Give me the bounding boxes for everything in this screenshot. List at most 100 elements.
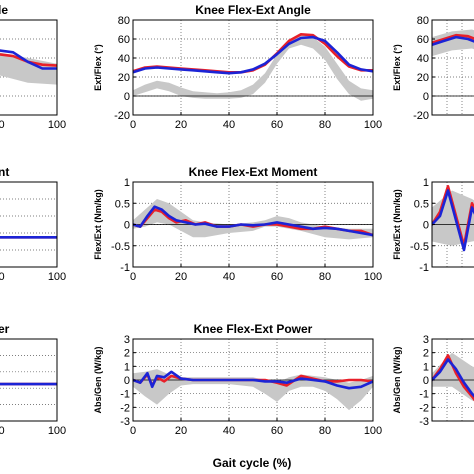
chart-title: Knee Flex-Ext Moment xyxy=(189,165,318,179)
x-tick-label: 80 xyxy=(319,425,331,437)
grid xyxy=(0,182,58,267)
chart-title: le xyxy=(0,3,8,17)
y-tick-label: -20 xyxy=(114,110,130,122)
x-tick-label: 80 xyxy=(319,271,331,283)
x-tick-label: 60 xyxy=(271,119,283,131)
plot-area xyxy=(133,369,373,411)
series-line-blue xyxy=(133,370,373,390)
panel-knee-moment: 0 20 40 60 80 100 -1 -0.5 0 0.5 1 Flex/Ext (Nm/kg) K… xyxy=(93,165,382,283)
grid xyxy=(0,339,58,421)
x-tick-label: 20 xyxy=(175,271,187,283)
x-tick-label: 100 xyxy=(364,271,382,283)
y-tick-label: 60 xyxy=(417,34,429,46)
y-tick-label: -0.5 xyxy=(410,241,429,253)
panel-left-top: 80 100 le xyxy=(0,3,66,131)
plot-area xyxy=(0,49,57,85)
y-tick-label: -3 xyxy=(120,416,130,428)
y-tick-label: 0 xyxy=(124,375,130,387)
panel-left-mid: 80 100 nt xyxy=(0,165,66,283)
panel-right-top: -20 0 20 40 60 80 Ext/Flex (°) xyxy=(392,15,474,122)
y-tick-label: 20 xyxy=(118,72,130,84)
x-tick-label: 100 xyxy=(364,119,382,131)
x-tick-label: 80 xyxy=(319,119,331,131)
plot-area xyxy=(133,199,373,240)
y-tick-label: 3 xyxy=(124,334,130,346)
normative-band xyxy=(0,52,57,85)
y-tick-label: 0 xyxy=(423,375,429,387)
chart-title: Knee Flex-Ext Angle xyxy=(195,3,311,17)
y-tick-label: 2 xyxy=(124,348,130,360)
y-tick-label: 0.5 xyxy=(115,198,130,210)
x-tick-label: 40 xyxy=(223,119,235,131)
x-tick-label: 0 xyxy=(130,425,136,437)
y-tick-label: 20 xyxy=(417,72,429,84)
y-tick-label: 60 xyxy=(118,34,130,46)
y-axis-label: Flex/Ext (Nm/kg) xyxy=(93,189,103,260)
x-tick-label: 20 xyxy=(175,119,187,131)
x-tick-label: 20 xyxy=(175,425,187,437)
plot-area xyxy=(432,352,474,402)
axes-box xyxy=(0,19,58,116)
x-tick-label: 100 xyxy=(48,119,66,131)
x-tick-label: 80 xyxy=(0,425,5,437)
y-tick-label: -0.5 xyxy=(111,241,130,253)
y-tick-label: -2 xyxy=(120,402,130,414)
chart-title: er xyxy=(0,322,10,336)
y-tick-label: 0 xyxy=(423,91,429,103)
y-axis-label: Flex/Ext (Nm/kg) xyxy=(392,189,402,260)
y-tick-label: 40 xyxy=(417,53,429,65)
x-tick-label: 100 xyxy=(48,271,66,283)
series-line-red xyxy=(432,33,474,45)
x-tick-label: 80 xyxy=(0,271,5,283)
y-tick-label: -3 xyxy=(419,416,429,428)
y-axis-label: Ext/Flex (°) xyxy=(392,44,402,91)
y-tick-label: 0 xyxy=(124,91,130,103)
plot-area xyxy=(133,32,373,101)
axes-box xyxy=(0,181,58,268)
y-tick-label: 0 xyxy=(124,220,130,232)
panel-knee-power: 0 20 40 60 80 100 -3 -2-1 0 12 3 Abs/Gen (W/kg) Knee… xyxy=(93,322,382,437)
x-tick-label: 60 xyxy=(271,425,283,437)
axes-box xyxy=(132,19,374,116)
y-tick-label: 40 xyxy=(118,53,130,65)
series-line-blue xyxy=(133,205,373,237)
x-tick-label: 0 xyxy=(130,271,136,283)
chart-title: Knee Flex-Ext Power xyxy=(194,322,313,336)
x-tick-label: 0 xyxy=(130,119,136,131)
panel-right-mid: -1 -0.5 0 0.5 1 Flex/Ext (Nm/kg) xyxy=(392,177,474,274)
y-tick-label: -1 xyxy=(120,262,130,274)
normative-band xyxy=(133,35,373,101)
y-axis-label: Abs/Gen (W/kg) xyxy=(392,346,402,413)
plot-area xyxy=(432,29,474,97)
y-tick-label: -20 xyxy=(413,110,429,122)
x-tick-label: 80 xyxy=(0,119,5,131)
y-tick-label: -1 xyxy=(419,262,429,274)
series-line-red xyxy=(432,354,474,402)
y-tick-label: 0.5 xyxy=(414,198,429,210)
y-tick-label: 80 xyxy=(417,15,429,27)
x-tick-label: 40 xyxy=(223,425,235,437)
chart-title: nt xyxy=(0,165,9,179)
series-line-blue xyxy=(133,35,373,75)
series-line-blue xyxy=(432,189,474,252)
y-tick-label: 80 xyxy=(118,15,130,27)
y-tick-label: 3 xyxy=(423,334,429,346)
y-tick-label: 1 xyxy=(423,361,429,373)
y-tick-label: 2 xyxy=(423,348,429,360)
series-line-blue xyxy=(432,358,474,398)
x-tick-label: 100 xyxy=(48,425,66,437)
panel-left-bot: 80 100 er xyxy=(0,322,66,437)
panel-right-bot: -3 -2-1 0 12 3 Abs/Gen (W/kg) xyxy=(392,334,474,428)
series-line-blue xyxy=(0,49,57,70)
series-line-blue xyxy=(432,35,474,47)
chart-panels: 80100le020406080100-20020406080Ext/Flex … xyxy=(0,3,474,437)
plot-area xyxy=(432,185,474,252)
y-tick-label: -1 xyxy=(419,389,429,401)
x-tick-label: 60 xyxy=(271,271,283,283)
y-axis-label: Ext/Flex (°) xyxy=(93,44,103,91)
figure-xlabel: Gait cycle (%) xyxy=(213,456,292,470)
y-axis-label: Abs/Gen (W/kg) xyxy=(93,346,103,413)
y-tick-label: 1 xyxy=(423,177,429,189)
